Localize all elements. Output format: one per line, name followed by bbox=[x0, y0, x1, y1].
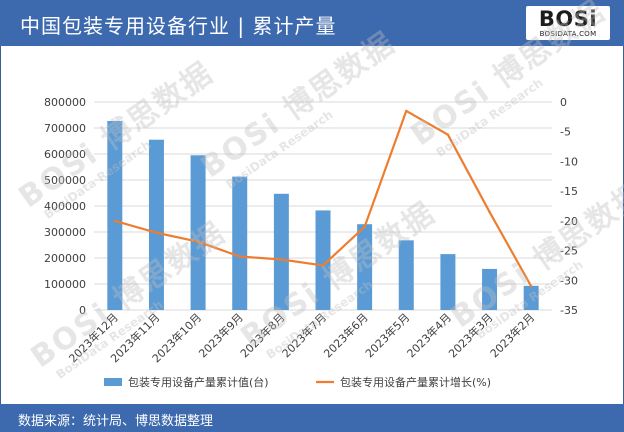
line-point bbox=[363, 225, 366, 228]
logo-domain: BOSIDATA.COM bbox=[539, 30, 597, 38]
legend-label-line: 包装专用设备产量累计增长(%) bbox=[340, 375, 491, 389]
bar bbox=[148, 139, 164, 310]
y-right-tick-label: -25 bbox=[560, 245, 578, 258]
bar bbox=[398, 240, 414, 310]
line-point bbox=[155, 231, 158, 234]
data-source: 数据来源：统计局、博思数据整理 bbox=[18, 414, 214, 429]
y-right-tick-label: -15 bbox=[560, 185, 578, 198]
y-right-tick-label: -30 bbox=[560, 274, 578, 287]
legend-label-bar: 包装专用设备产量累计值(台) bbox=[128, 375, 269, 389]
bar bbox=[232, 176, 248, 310]
legend-swatch-bar bbox=[104, 378, 122, 386]
line-point bbox=[196, 240, 200, 243]
footer-bar: 数据来源：统计局、博思数据整理 bbox=[0, 404, 624, 432]
y-left-tick-label: 200000 bbox=[44, 252, 86, 265]
line-point bbox=[321, 264, 325, 267]
y-left-tick-label: 300000 bbox=[44, 226, 86, 239]
bar bbox=[107, 120, 123, 310]
chart-canvas: 0 100000 200000 300000 400000 500000 600000 700… bbox=[44, 96, 578, 389]
y-right-tick-label: -10 bbox=[560, 155, 578, 168]
line-point bbox=[238, 255, 241, 258]
y-left-tick-label: 500000 bbox=[44, 174, 86, 187]
y-left-tick-label: 800000 bbox=[44, 96, 86, 109]
bar bbox=[315, 210, 331, 310]
bar bbox=[357, 224, 373, 310]
x-tick-label: 2023年2月 bbox=[487, 310, 537, 360]
line-point bbox=[488, 210, 491, 214]
y-left-tick-label: 0 bbox=[79, 304, 86, 317]
bar bbox=[482, 268, 498, 310]
line-point bbox=[405, 109, 408, 113]
bar bbox=[190, 155, 206, 310]
y-left-tick-label: 600000 bbox=[44, 148, 86, 161]
y-left-tick-label: 400000 bbox=[44, 200, 86, 213]
bar bbox=[523, 285, 539, 310]
y-right-tick-label: -35 bbox=[560, 304, 578, 317]
logo-wordmark: BOSi bbox=[538, 7, 598, 31]
y-right-tick-label: -20 bbox=[560, 215, 578, 228]
header-bar: 中国包装专用设备行业 | 累计产量 BOSi BOSIDATA.COM bbox=[0, 0, 624, 46]
y-left-tick-label: 100000 bbox=[44, 278, 86, 291]
y-left-tick-label: 700000 bbox=[44, 122, 86, 135]
y-right-tick-label: 0 bbox=[560, 96, 567, 109]
y-right-tick-label: -5 bbox=[560, 126, 571, 139]
page-title: 中国包装专用设备行业 | 累计产量 bbox=[20, 14, 337, 38]
line-point bbox=[529, 285, 533, 288]
brand-logo: BOSi BOSIDATA.COM bbox=[526, 6, 610, 40]
line-point bbox=[280, 258, 283, 261]
line-point bbox=[446, 133, 450, 136]
bar bbox=[273, 193, 289, 310]
line-point bbox=[113, 219, 117, 223]
bar bbox=[440, 254, 456, 310]
